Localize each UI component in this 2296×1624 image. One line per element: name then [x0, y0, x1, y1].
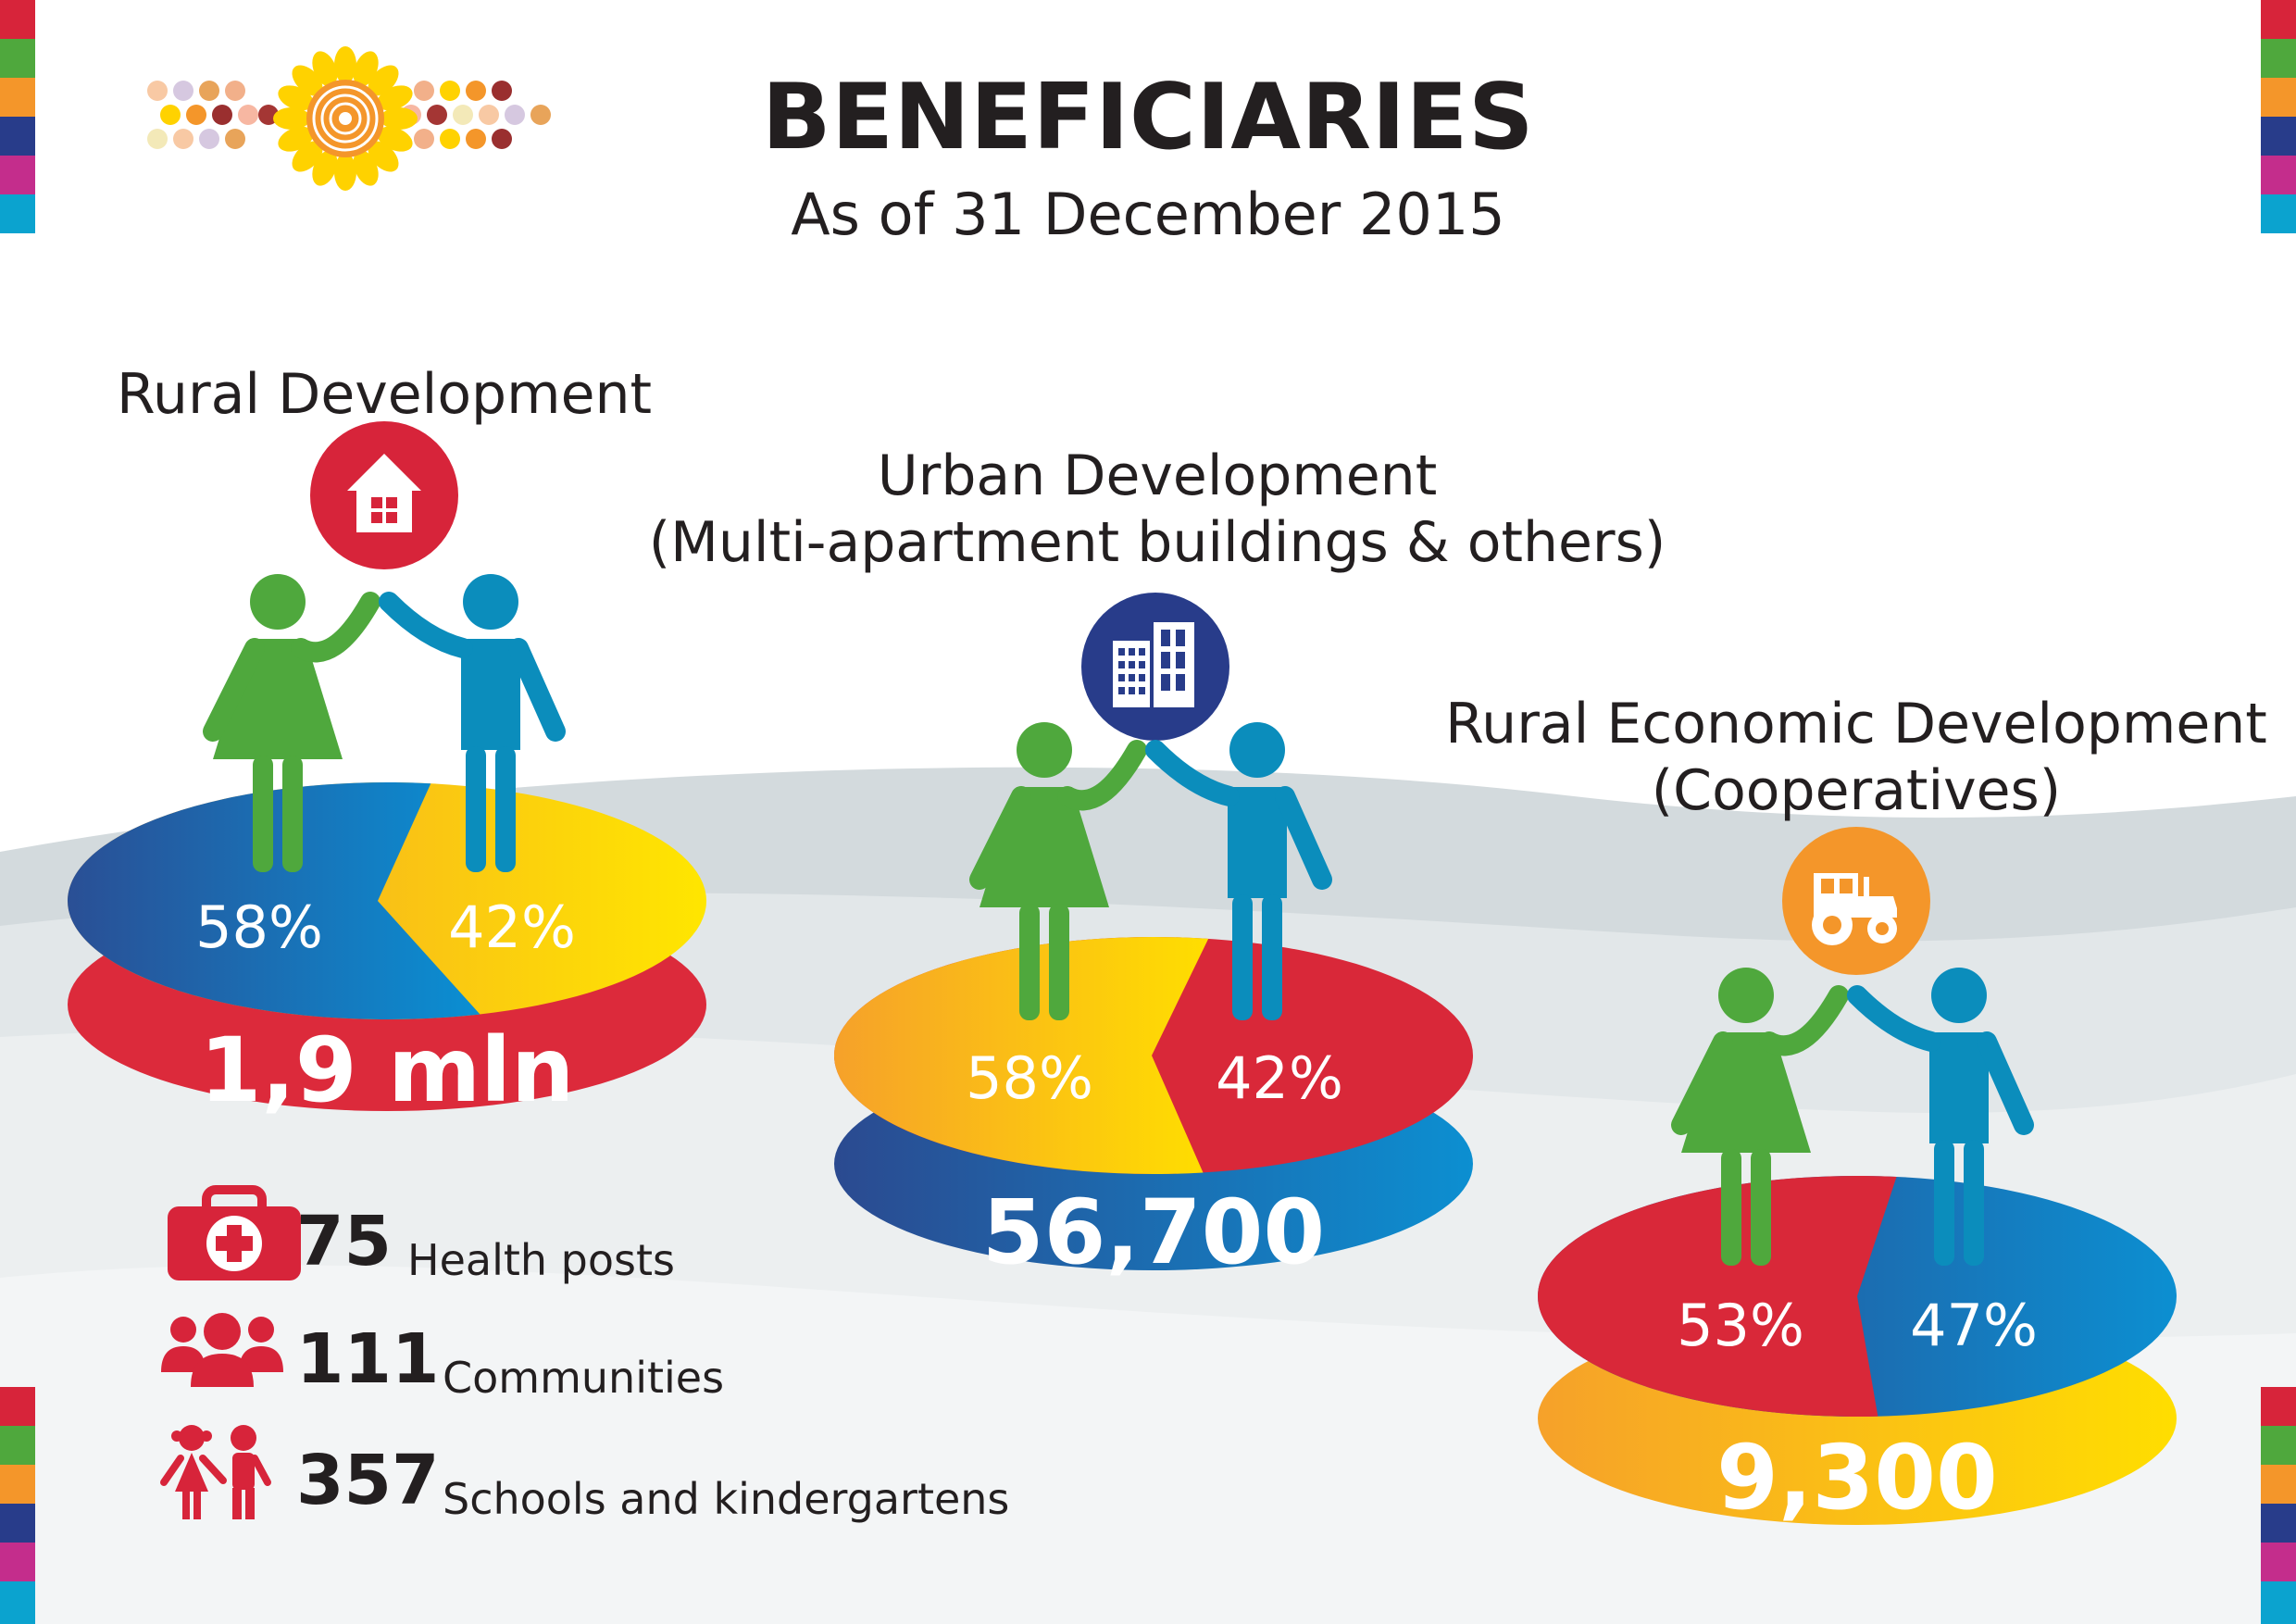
man-figure	[1228, 722, 1287, 1020]
page-title: BENEFICIARIES	[761, 65, 1535, 170]
stat-label-communities: Communities	[443, 1353, 725, 1403]
woman-figure	[213, 574, 343, 872]
pie-slice-58	[67, 782, 480, 1019]
pie1-slice-label: 58%	[195, 893, 323, 961]
woman-man-figures	[969, 722, 1332, 1020]
stat-number-communities: 111	[296, 1319, 440, 1399]
pie2-slice-label: 42%	[1216, 1044, 1343, 1112]
pie-rural-development	[67, 782, 706, 1111]
children-icon	[160, 1425, 271, 1519]
total-rural-economic-development: 9,300	[1716, 1426, 1998, 1530]
pie3-slice-label: 47%	[1910, 1292, 2038, 1359]
tractor-icon	[1782, 827, 1930, 975]
pie-slice-53	[1537, 1175, 1897, 1417]
page-subtitle: As of 31 December 2015	[791, 181, 1505, 248]
people-group-icon	[161, 1313, 283, 1387]
man-figure	[1929, 968, 1989, 1266]
stat-label-health-posts: Health posts	[407, 1235, 675, 1285]
pie-urban-development	[833, 937, 1473, 1270]
chart-title-rural-development: Rural Development	[116, 362, 653, 427]
stat-number-schools: 357	[296, 1441, 440, 1520]
man-figure	[461, 574, 520, 872]
house-icon	[310, 421, 458, 569]
chart-title-urban-development: Urban Development (Multi-apartment build…	[648, 443, 1666, 575]
stat-label-schools: Schools and kindergartens	[443, 1474, 1010, 1524]
woman-man-figures	[203, 574, 566, 872]
sunflower-logo	[147, 46, 551, 191]
chart-title-rural-economic-development: Rural Economic Development (Cooperatives…	[1445, 692, 2267, 823]
buildings-icon	[1081, 593, 1229, 741]
stat-number-health-posts: 75	[296, 1202, 392, 1281]
pie3-slice-label: 53%	[1677, 1292, 1804, 1359]
woman-man-figures	[1671, 968, 2034, 1266]
pie-rural-economic-development	[1537, 1175, 2177, 1525]
first-aid-kit-icon	[168, 1185, 301, 1280]
pie-slice-58	[833, 937, 1209, 1174]
total-urban-development: 56,700	[981, 1181, 1326, 1284]
pie2-slice-label: 58%	[966, 1044, 1093, 1112]
pie1-slice-label: 42%	[448, 893, 576, 961]
total-rural-development: 1,9 mln	[199, 1018, 575, 1122]
